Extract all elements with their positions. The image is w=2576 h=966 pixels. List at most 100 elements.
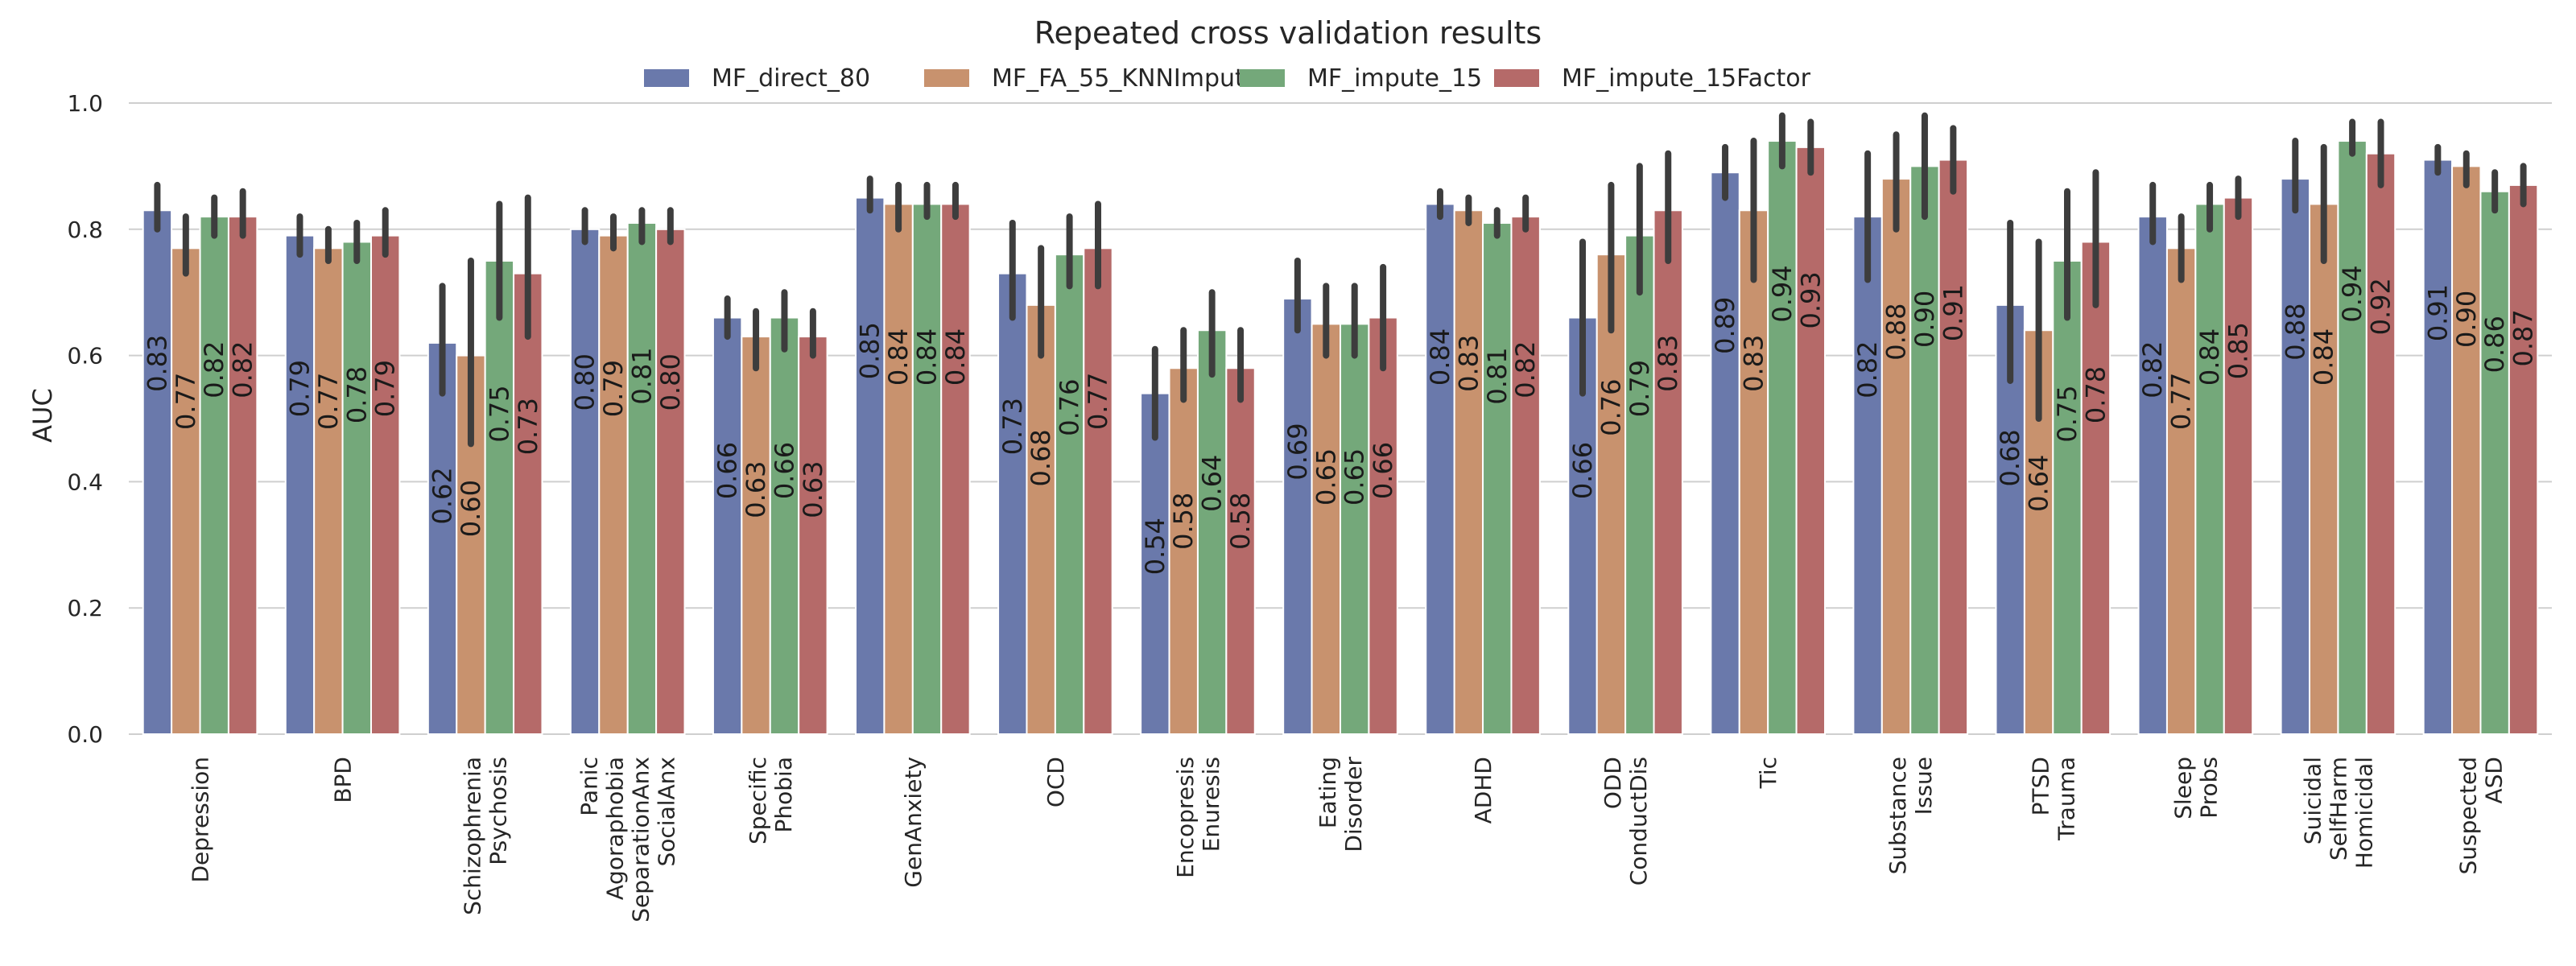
bar [2479,190,2510,735]
bar [655,228,686,735]
bar-value-label: 0.58 [1168,493,1199,550]
legend-swatch [1240,69,1285,87]
bar-value-label: 0.82 [1510,341,1541,398]
bar [1767,140,1798,736]
bar [2194,203,2225,735]
bar [855,196,886,736]
bar-value-label: 0.83 [1738,335,1769,392]
bar-value-label: 0.58 [1225,493,1256,550]
bar-value-label: 0.85 [855,322,886,379]
bar [798,336,828,735]
x-tick-label: GenAnxiety [900,757,927,888]
x-tick-label: ASD [2480,757,2507,804]
bar-value-label: 0.81 [1482,347,1513,404]
x-tick-label: Suicidal [2299,757,2326,844]
y-tick-label: 0.8 [67,217,103,243]
bar-value-label: 0.90 [1909,291,1940,348]
bar-value-label: 0.73 [997,398,1028,455]
bar-value-label: 0.85 [2223,322,2253,379]
x-tick-label: Enuresis [1198,757,1224,852]
bar-value-label: 0.76 [1596,379,1626,436]
bar-value-label: 0.64 [1197,455,1228,512]
bar [1909,165,1940,735]
bar [513,272,543,735]
bar-value-label: 0.84 [1425,328,1455,386]
bar-value-label: 0.87 [2508,309,2539,366]
bar-value-label: 0.73 [513,398,543,455]
bar-value-label: 0.64 [2024,455,2054,512]
bar [883,203,914,735]
bar [769,316,800,735]
x-tick-label: Phobia [770,757,797,832]
bar-labels: 0.83 0.790.620.800.660.850.730.540.690.84… [142,265,2538,575]
bar [2223,196,2254,736]
bar [940,203,971,735]
y-axis-label: AUC [27,388,58,443]
bar [341,241,372,736]
bar-value-label: 0.66 [769,442,799,499]
y-tick-label: 0.4 [67,469,103,495]
bar [171,247,201,735]
x-tick-label: BPD [330,757,357,803]
legend-label: MF_direct_80 [712,64,870,93]
bar-value-label: 0.60 [456,480,486,537]
bar-value-label: 0.84 [940,328,971,386]
x-tick-label: Encopresis [1172,757,1199,878]
x-tick-label: OCD [1042,757,1069,807]
bar [1453,209,1484,735]
bar [313,247,344,735]
bar-value-label: 0.89 [1710,297,1740,354]
bar-value-label: 0.91 [2422,284,2453,341]
bar-value-label: 0.68 [1995,429,2025,486]
x-tick-label: ConductDis [1625,757,1652,886]
x-tick-label: Trauma [2053,757,2079,841]
x-tick-label: Depression [188,757,214,883]
bar [1482,221,1513,735]
bar-value-label: 0.83 [1453,335,1484,392]
bar [2080,241,2112,736]
bar-value-label: 0.84 [883,328,914,386]
bar [2451,165,2482,735]
bar-value-label: 0.84 [2194,328,2225,386]
legend-swatch [924,69,969,87]
bar-value-label: 0.79 [1624,360,1655,417]
x-tick-label: ODD [1600,757,1626,809]
x-tick-label: Suspected [2454,757,2481,874]
bar [2052,260,2083,735]
x-tick-label: Substance [1885,757,1911,874]
bar-value-label: 0.86 [2479,316,2510,373]
bar [1624,234,1655,735]
x-tick-label: Disorder [1340,757,1367,852]
bar [1311,323,1342,735]
x-tick-label: Tic [1755,757,1781,789]
x-tick-label: Panic [576,757,603,816]
bar-value-label: 0.82 [228,341,258,398]
bar [997,272,1028,735]
legend-label: MF_impute_15Factor [1562,64,1811,93]
bar [2165,247,2197,735]
bar-value-label: 0.91 [1938,284,1968,341]
x-tick-label: Probs [2195,757,2222,819]
bar-value-label: 0.88 [2280,303,2310,360]
y-tick-label: 0.0 [67,721,103,748]
bar [2422,159,2454,735]
bar [1738,209,1769,735]
bar [1282,298,1313,736]
bar-value-label: 0.79 [370,360,401,417]
bar-value-label: 0.83 [142,335,172,392]
bar [741,336,771,735]
bar-value-label: 0.65 [1340,448,1370,506]
bar-value-label: 0.66 [1567,442,1598,499]
bar-value-label: 0.84 [912,328,943,386]
x-tick-label: ADHD [1470,757,1496,824]
x-tick-label: Psychosis [485,757,512,865]
bar [2508,184,2539,736]
bar-value-label: 0.69 [1282,423,1313,480]
bar-value-label: 0.79 [284,360,315,417]
bar [370,234,401,735]
bar-value-label: 0.77 [1083,373,1113,430]
bar-value-label: 0.82 [1852,341,1883,398]
legend-label: MF_FA_55_KNNImpute [992,64,1259,93]
bar-value-label: 0.79 [598,360,629,417]
bar-value-label: 0.94 [1767,265,1798,322]
